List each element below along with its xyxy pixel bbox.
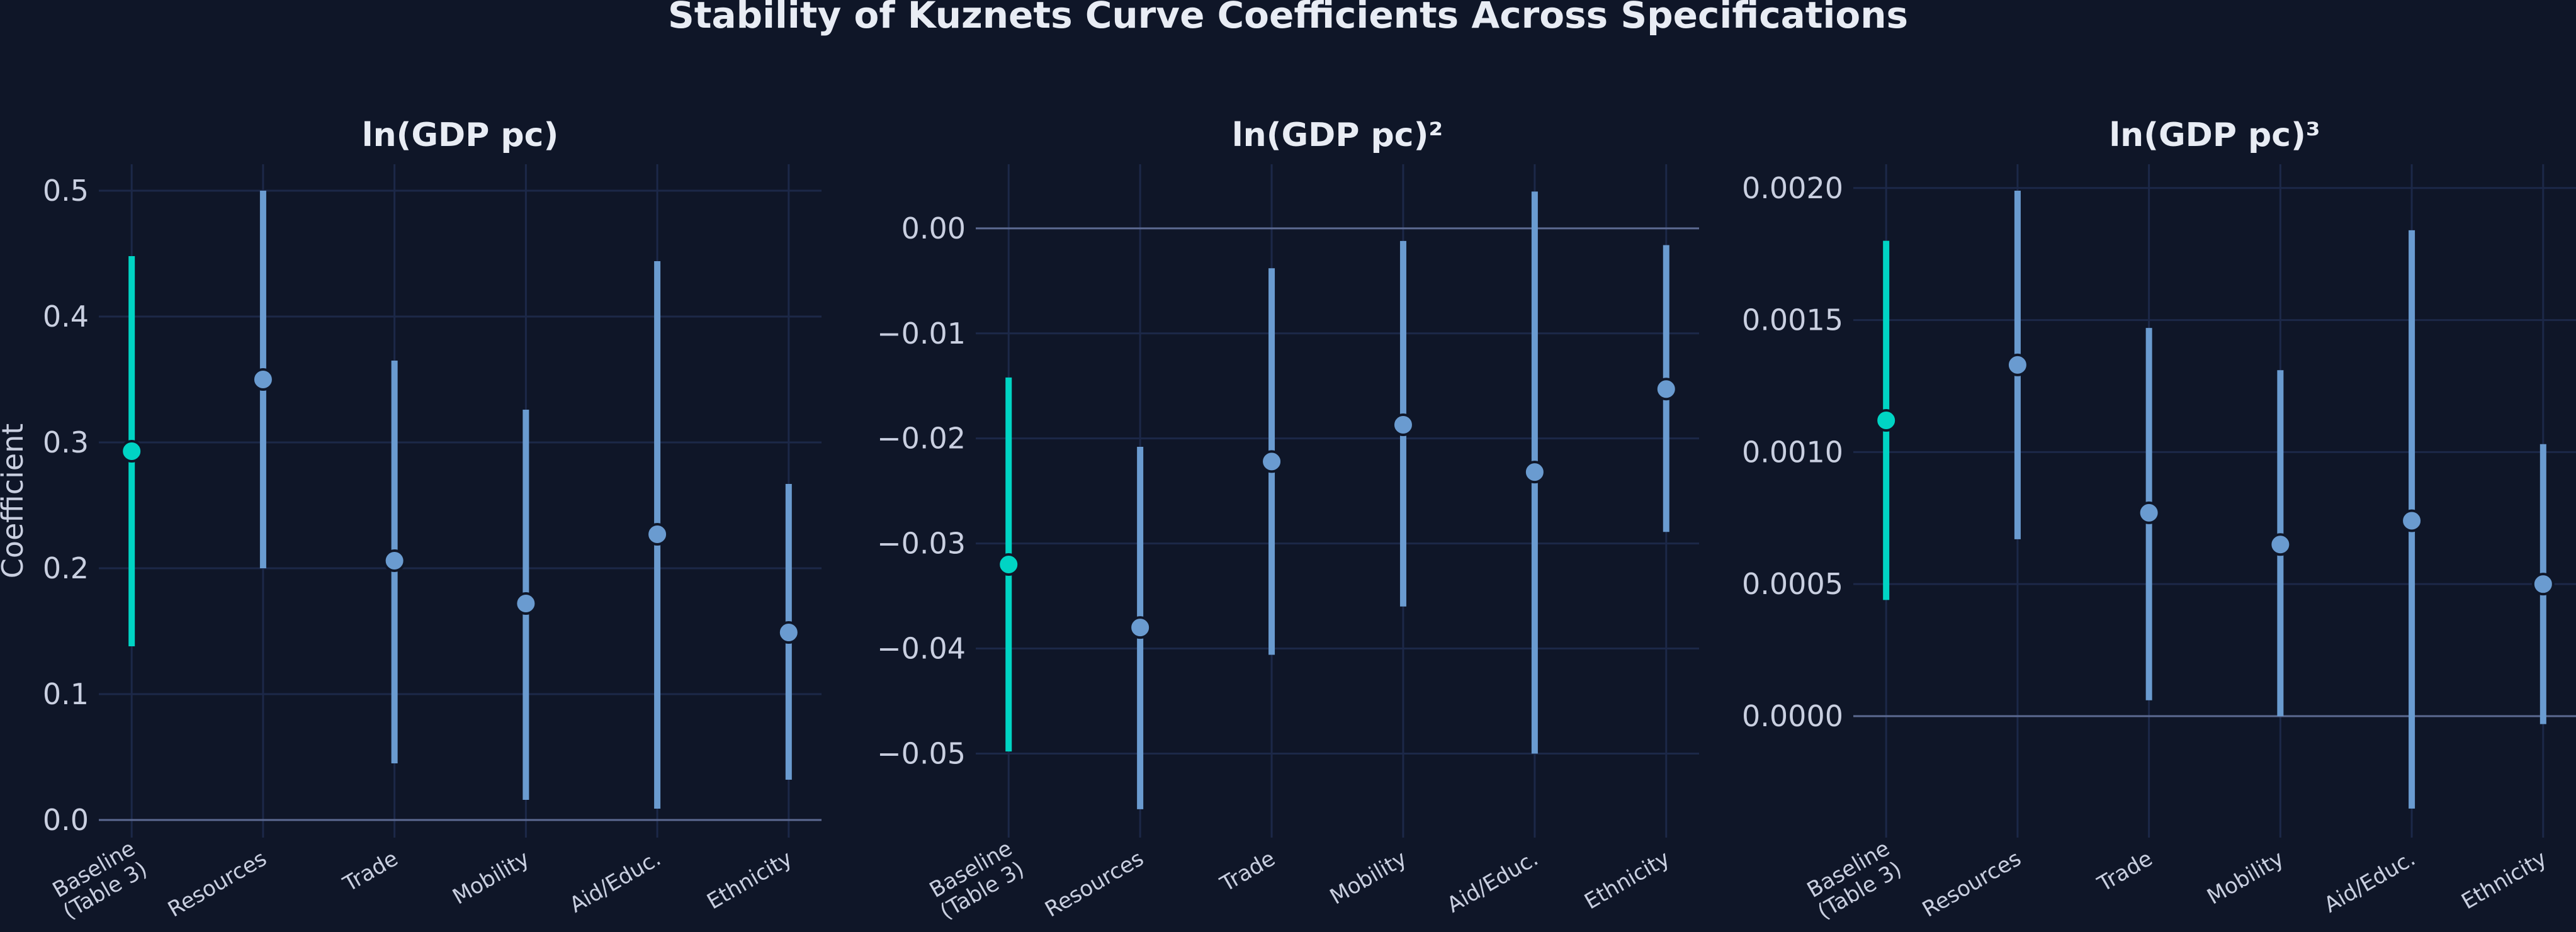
estimate-point <box>2137 501 2161 524</box>
x-tick-label: Mobility <box>1326 846 1411 909</box>
estimate-point <box>777 621 800 644</box>
x-tick-label: Trade <box>339 846 402 897</box>
x-tick-line: Mobility <box>1326 846 1411 909</box>
x-tick-label: Aid/Educ. <box>565 846 665 918</box>
y-tick-label: 0.3 <box>43 425 89 459</box>
y-tick-label: 0.0010 <box>1742 435 1843 469</box>
x-tick-label: Ethnicity <box>2457 846 2551 914</box>
panel-title: ln(GDP pc)² <box>1232 116 1443 154</box>
x-tick-label: Aid/Educ. <box>1443 846 1542 918</box>
y-tick-label: 0.00 <box>901 211 966 245</box>
y-axis-label: Coefficient <box>0 424 30 579</box>
y-tick-label: −0.03 <box>877 527 966 561</box>
y-tick-label: −0.05 <box>877 736 966 770</box>
x-tick-line: Resources <box>1041 846 1148 922</box>
x-tick-label: Baseline(Table 3) <box>924 836 1029 924</box>
estimate-point <box>2400 509 2424 532</box>
x-tick-label: Trade <box>2093 846 2157 897</box>
y-tick-label: 0.0015 <box>1742 303 1843 337</box>
panel-title: ln(GDP pc) <box>362 116 558 154</box>
y-tick-label: 0.5 <box>43 174 89 208</box>
estimate-point <box>1654 378 1678 401</box>
panel-3: ln(GDP pc)³ 0.0000 0.0005 0.0010 0.0015 0.002… <box>1742 116 2576 924</box>
panel-2: ln(GDP pc)² 0.00 −0.01 −0.02 −0.03 −0.04 −0.05… <box>877 116 1699 924</box>
y-tick-label: 0.0020 <box>1742 171 1843 205</box>
y-tick-label: −0.01 <box>877 317 966 351</box>
x-tick-label: Baseline(Table 3) <box>47 836 151 924</box>
y-tick-label: −0.04 <box>877 632 966 666</box>
x-tick-line: Mobility <box>2203 846 2288 909</box>
estimate-point <box>1875 409 1898 432</box>
y-tick-label: 0.4 <box>43 300 89 334</box>
x-tick-label: Resources <box>1041 846 1148 922</box>
y-tick-label: 0.0 <box>43 803 89 837</box>
estimate-point <box>1129 616 1152 639</box>
y-tick-label: −0.02 <box>877 422 966 456</box>
estimate-point <box>514 592 538 615</box>
x-tick-line: Resources <box>1918 846 2025 922</box>
x-tick-line: Aid/Educ. <box>1443 846 1542 918</box>
x-tick-label: Trade <box>1216 846 1279 897</box>
estimate-point <box>1260 450 1284 473</box>
x-tick-label: Mobility <box>448 846 534 909</box>
estimate-point <box>1523 461 1546 484</box>
y-tick-label: 0.1 <box>43 677 89 711</box>
x-tick-label: Resources <box>1918 846 2025 922</box>
estimate-point <box>251 368 274 391</box>
x-tick-line: Aid/Educ. <box>565 846 665 918</box>
y-tick-label: 0.2 <box>43 551 89 585</box>
x-tick-line: Trade <box>2093 846 2157 897</box>
x-tick-line: Aid/Educ. <box>2320 846 2419 918</box>
y-tick-label: 0.0005 <box>1742 567 1843 601</box>
estimate-point <box>1391 413 1415 436</box>
x-tick-line: Trade <box>1216 846 1279 897</box>
estimate-point <box>2006 353 2029 376</box>
x-tick-line: Ethnicity <box>2457 846 2551 914</box>
x-tick-line: Ethnicity <box>1580 846 1674 914</box>
estimate-point <box>2531 573 2555 596</box>
estimate-point <box>997 553 1020 576</box>
chart-title: Stability of Kuznets Curve Coefficients … <box>668 0 1908 36</box>
estimate-point <box>646 523 669 546</box>
x-tick-label: Baseline(Table 3) <box>1801 836 1906 924</box>
x-tick-label: Ethnicity <box>703 846 796 914</box>
x-tick-line: Ethnicity <box>703 846 796 914</box>
y-tick-label: 0.0000 <box>1742 699 1843 733</box>
estimate-point <box>383 549 406 572</box>
x-tick-label: Ethnicity <box>1580 846 1674 914</box>
x-tick-line: Resources <box>164 846 271 922</box>
x-tick-line: Mobility <box>448 846 534 909</box>
x-tick-label: Resources <box>164 846 271 922</box>
x-tick-label: Mobility <box>2203 846 2288 909</box>
panel-title: ln(GDP pc)³ <box>2109 116 2320 154</box>
x-tick-label: Aid/Educ. <box>2320 846 2419 918</box>
estimate-point <box>120 440 144 463</box>
estimate-point <box>2269 533 2292 556</box>
panel-1: ln(GDP pc) 0.0 0.1 0.2 0.3 0.4 0.5 Baseline(Tab… <box>43 116 822 924</box>
x-tick-line: Trade <box>339 846 402 897</box>
